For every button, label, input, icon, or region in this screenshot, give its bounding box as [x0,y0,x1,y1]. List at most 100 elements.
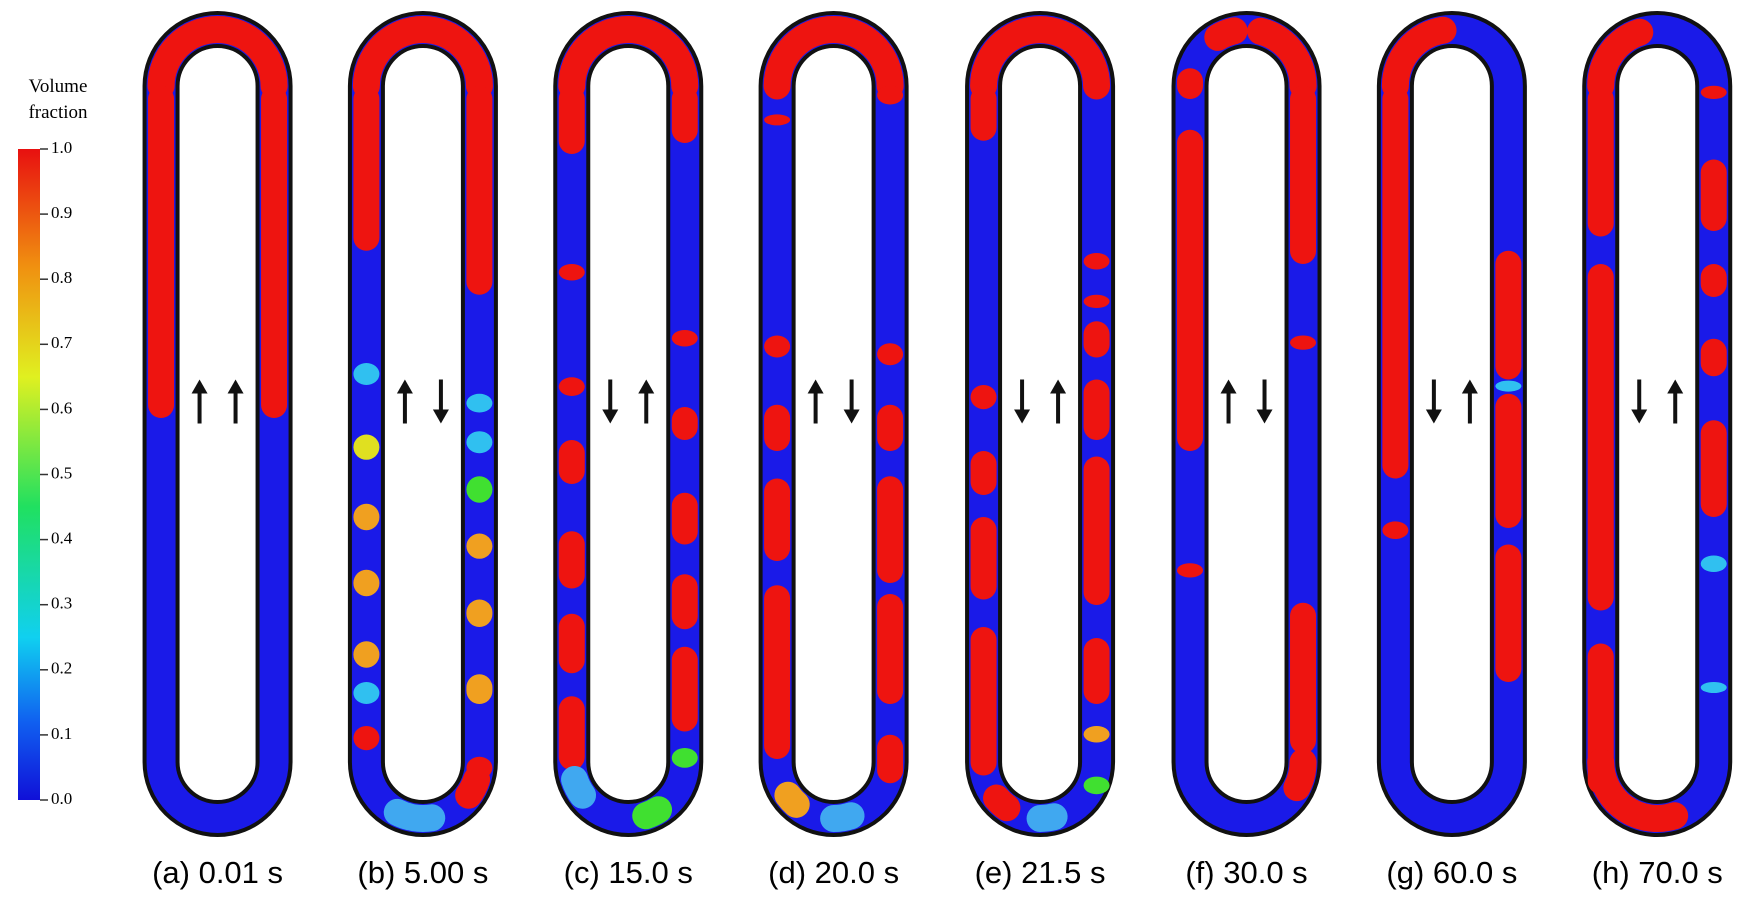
flow-arrow-head [1014,409,1031,424]
slug [353,641,380,668]
slug [764,404,791,451]
slug [877,404,904,451]
slug [1290,85,1317,264]
colorbar-tick-label: 0.3 [51,594,72,613]
flow-arrow-head [807,379,824,394]
slug [1177,68,1204,99]
slug [764,335,791,358]
slug [1495,544,1522,682]
slug [970,517,997,600]
slug [1587,85,1614,237]
colorbar-tick-label: 0.8 [51,268,72,287]
slug [1283,748,1317,802]
flow-arrow-head [843,409,860,424]
flow-arrow-head [227,379,244,394]
flow-arrow-head [638,379,655,394]
panel-label: (d) 20.0 s [768,855,899,890]
slug [1382,521,1409,539]
slug [763,16,904,100]
slug [1083,638,1110,704]
slug [632,796,673,830]
slug [764,478,791,561]
tube-inner [586,44,671,804]
slug [877,734,904,784]
slug [1083,456,1110,605]
colorbar-tick-label: 1.0 [51,138,72,157]
slug [671,407,698,440]
slug [353,726,380,751]
flow-arrow-head [1050,379,1067,394]
slug [1700,338,1727,377]
slug [466,599,493,627]
colorbar-tick-label: 0.9 [51,203,72,222]
colorbar-tick-label: 0.6 [51,398,72,417]
slug [671,85,698,143]
slug [148,85,175,419]
slug [353,503,380,531]
slug [353,363,380,385]
flow-arrow-head [432,409,449,424]
slug [558,531,585,589]
slug [1083,321,1110,358]
flow-arrow-head [396,379,413,394]
slug [261,85,288,419]
slug [774,781,810,818]
slug [877,85,904,105]
slug [466,533,493,559]
slug [352,16,493,100]
slug [1290,602,1317,754]
slug [970,16,1111,100]
slug [877,343,904,366]
slug [671,574,698,630]
colorbar-tick-label: 0.0 [51,789,72,808]
tube-inner [998,44,1083,804]
slug [1700,264,1727,297]
colorbar-tick-label: 0.4 [51,529,73,548]
colorbar [18,149,40,800]
slug [1204,17,1248,51]
slug [764,114,791,126]
slug [558,85,585,154]
slug [1247,17,1317,100]
slug [1495,393,1522,528]
slug [1587,264,1614,611]
slug [1381,16,1457,100]
panel-label: (g) 60.0 s [1386,855,1517,890]
slug [466,393,493,413]
slug [1382,85,1409,479]
slug [1083,253,1110,270]
slug [558,440,585,484]
colorbar-tick-label: 0.1 [51,724,72,743]
slug [1495,380,1522,392]
slug [1700,555,1727,572]
tube-inner [791,44,876,804]
slug [820,802,865,832]
slug [466,674,493,704]
slug [558,696,585,770]
slug [764,585,791,759]
slug [877,476,904,583]
slug [1700,420,1727,517]
slug [1700,682,1727,693]
slug [558,16,699,100]
panel-label: (c) 15.0 s [564,855,693,890]
slug [1290,335,1317,350]
tube-inner [1615,44,1700,804]
slug [1177,563,1204,578]
slug [1587,18,1654,100]
slug [466,431,493,454]
slug [455,765,491,809]
slug [561,765,597,809]
colorbar-tick-label: 0.2 [51,659,72,678]
slug [1495,250,1522,380]
slug [1083,294,1110,308]
slug [1587,748,1689,832]
slug [970,627,997,776]
panel-label: (b) 5.00 s [357,855,488,890]
slug [466,476,493,503]
slug [558,377,585,396]
slug [671,748,698,768]
slug [970,385,997,410]
slug [558,264,585,281]
